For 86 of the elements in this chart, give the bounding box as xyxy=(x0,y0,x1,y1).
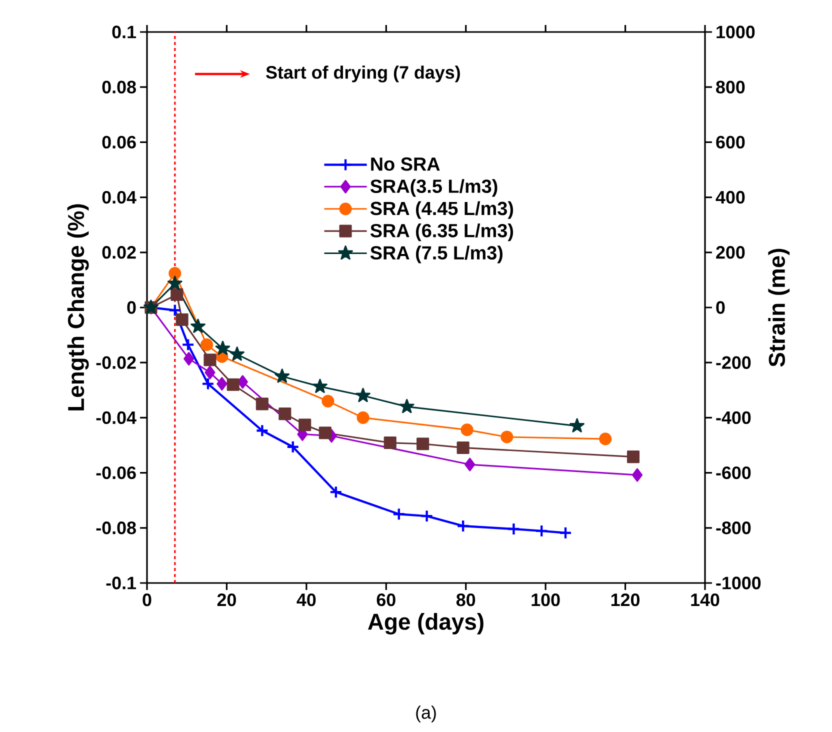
point xyxy=(184,352,194,366)
x-tick-label: 140 xyxy=(691,593,720,606)
point xyxy=(535,524,548,538)
point xyxy=(167,276,182,290)
text: (a) xyxy=(416,706,436,722)
x-axis-title: Age (days) xyxy=(368,613,484,634)
point xyxy=(286,440,300,454)
y-tick-label: -0.1 xyxy=(106,576,136,590)
point xyxy=(170,288,184,301)
y2-tick-label: 200 xyxy=(716,246,745,259)
y-tick-label: -0.04 xyxy=(96,411,136,424)
point xyxy=(201,377,215,390)
y-tick-label: 0.04 xyxy=(102,190,136,204)
point xyxy=(464,458,476,472)
point xyxy=(570,418,584,432)
y-tick-label: -0.06 xyxy=(96,466,136,480)
y-tick-label: 0 xyxy=(127,301,136,314)
x-tick-label: 20 xyxy=(217,593,236,606)
y2-tick-label: 800 xyxy=(716,80,745,94)
point xyxy=(204,366,216,380)
point xyxy=(507,522,520,536)
y2-tick-label: -200 xyxy=(716,356,751,369)
legend-label: SRA (7.5 L/m3) xyxy=(370,246,502,264)
point xyxy=(318,426,332,440)
point xyxy=(215,340,230,355)
point xyxy=(181,338,195,352)
point xyxy=(632,468,643,482)
y2-axis-title: Strain (me) xyxy=(768,248,790,367)
y2-tick-label: -600 xyxy=(716,466,751,480)
x-tick-label: 100 xyxy=(532,593,560,606)
y-tick-label: 0.02 xyxy=(102,246,136,259)
y2-tick-label: 600 xyxy=(716,136,745,149)
point xyxy=(200,338,214,351)
point xyxy=(322,394,334,408)
legend-label: SRA (6.35 L/m3) xyxy=(370,223,514,242)
point xyxy=(456,441,470,454)
point xyxy=(500,430,514,444)
point xyxy=(226,378,240,391)
point xyxy=(356,411,370,424)
y2-tick-label: 0 xyxy=(716,301,725,314)
point xyxy=(599,432,612,446)
legend-label: SRA (4.45 L/m3) xyxy=(370,201,514,219)
y2-tick-label: 400 xyxy=(716,190,745,204)
y-tick-label: 0.08 xyxy=(102,80,136,94)
point xyxy=(274,368,290,383)
point xyxy=(626,450,640,464)
point xyxy=(356,388,370,402)
point xyxy=(176,313,188,326)
y-tick-label: 0.06 xyxy=(102,136,136,149)
point xyxy=(230,346,245,361)
point xyxy=(256,424,269,438)
point xyxy=(216,377,228,391)
point xyxy=(298,418,312,432)
x-tick-label: 80 xyxy=(456,593,476,606)
y-tick-label: 0.1 xyxy=(112,26,136,38)
point xyxy=(392,508,406,521)
legend-label: No SRA xyxy=(371,157,440,171)
point xyxy=(416,438,430,450)
x-tick-label: 40 xyxy=(296,593,316,606)
y2-tick-label: -1000 xyxy=(716,576,761,590)
point xyxy=(278,408,292,420)
legend-label: SRA(3.5 L/m3) xyxy=(370,179,498,197)
point xyxy=(420,509,434,523)
y2-tick-label: -800 xyxy=(716,522,751,534)
point xyxy=(384,436,396,450)
y-axis-title: Length Change (%) xyxy=(67,204,89,410)
point xyxy=(456,519,470,533)
x-tick-label: 0 xyxy=(142,593,152,606)
y2-tick-label: -400 xyxy=(716,411,751,424)
point xyxy=(168,304,182,317)
point xyxy=(256,398,268,410)
point xyxy=(329,486,342,499)
x-tick-label: 120 xyxy=(611,593,640,606)
y-tick-label: -0.02 xyxy=(96,356,136,369)
point xyxy=(399,398,414,414)
annotation: Start of drying (7 days) xyxy=(266,66,460,82)
y-tick-label: -0.08 xyxy=(96,522,136,534)
point xyxy=(204,354,216,366)
point xyxy=(460,424,474,436)
point xyxy=(558,526,572,540)
point xyxy=(312,378,328,394)
x-tick-label: 60 xyxy=(376,593,396,606)
point xyxy=(168,267,182,280)
y2-tick-label: 1000 xyxy=(716,26,755,38)
point xyxy=(190,318,206,333)
point xyxy=(237,375,248,389)
